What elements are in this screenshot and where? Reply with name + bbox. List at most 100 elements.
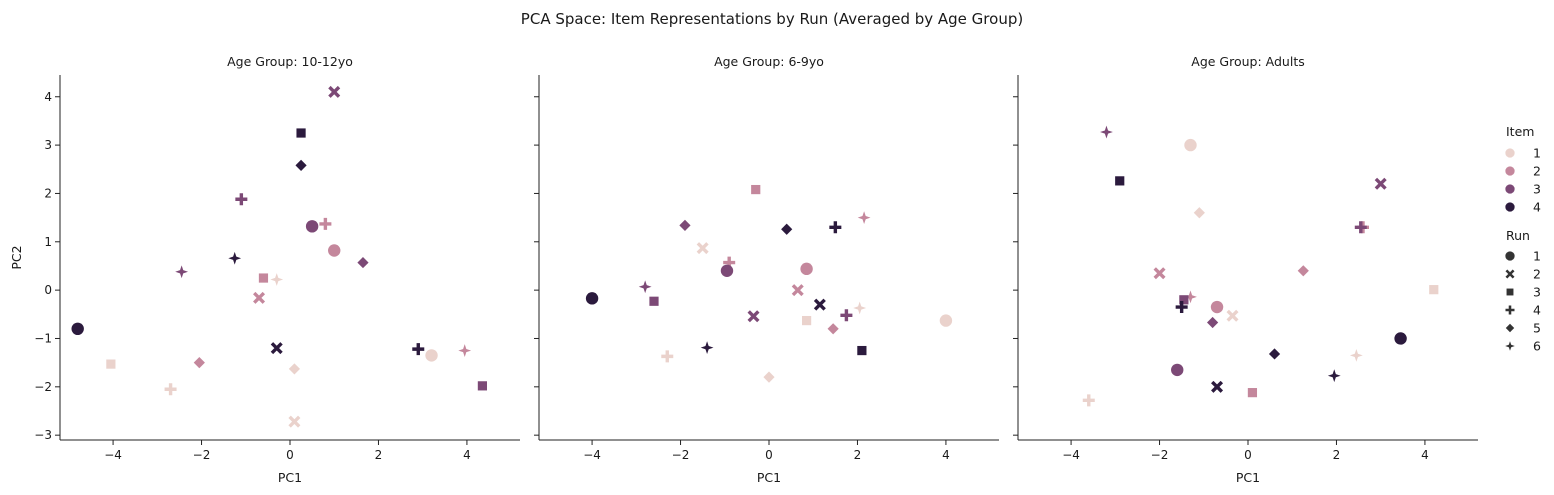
- legend-label: 3: [1533, 285, 1541, 300]
- panel-title: Age Group: 6-9yo: [714, 54, 824, 69]
- facet-panels: Age Group: 10-12yo −4 −2 0 2 4 −3 −2 −1 0 1 2 3 4 PC1 P…: [9, 54, 1478, 485]
- x-tick-label: 4: [463, 448, 471, 462]
- data-point: [747, 310, 760, 323]
- data-point: [1171, 363, 1184, 377]
- data-point: [1429, 285, 1439, 295]
- data-point: [1268, 348, 1281, 360]
- x-tick-label: −4: [583, 448, 601, 462]
- legend-marker: [1505, 202, 1515, 212]
- data-point: [1082, 394, 1095, 407]
- legend-marker: [1505, 166, 1515, 176]
- legend-label: 1: [1533, 146, 1541, 161]
- data-point: [1153, 267, 1166, 280]
- data-point: [827, 323, 839, 335]
- data-point: [1374, 177, 1387, 190]
- legend-marker: [1505, 148, 1515, 158]
- legend-label: 1: [1533, 249, 1541, 264]
- data-point: [801, 315, 812, 326]
- x-tick-label: 0: [1244, 448, 1252, 462]
- data-point: [1211, 380, 1224, 393]
- data-point: [1193, 207, 1205, 219]
- data-point: [857, 345, 867, 356]
- y-tick-label: 3: [44, 138, 52, 152]
- y-tick-label: 0: [44, 283, 52, 297]
- legend-label: 3: [1533, 182, 1541, 197]
- scatter-points: [1082, 125, 1439, 407]
- x-axis-label: PC1: [1236, 470, 1260, 485]
- data-point: [829, 221, 842, 234]
- legend-marker: [1505, 184, 1515, 194]
- data-point: [1179, 295, 1189, 305]
- x-tick-label: −2: [1151, 448, 1169, 462]
- legend-marker: [1505, 269, 1515, 279]
- data-point: [253, 291, 266, 304]
- data-point: [1184, 138, 1197, 152]
- y-tick-label: −1: [34, 331, 52, 345]
- data-point: [661, 350, 674, 363]
- panel-title: Age Group: Adults: [1191, 54, 1304, 69]
- data-point: [1394, 332, 1407, 345]
- data-point: [720, 264, 734, 277]
- scatter-points: [71, 85, 488, 428]
- legend-label: 4: [1533, 303, 1541, 318]
- data-point: [813, 298, 826, 311]
- data-point: [679, 219, 691, 231]
- data-point: [328, 244, 341, 257]
- data-point: [791, 284, 804, 297]
- data-point: [270, 273, 284, 286]
- legend-marker: [1506, 288, 1514, 296]
- data-point: [1327, 369, 1341, 383]
- data-point: [477, 381, 488, 391]
- y-tick-label: 1: [44, 235, 52, 249]
- legend-marker: [1505, 341, 1515, 351]
- data-point: [357, 256, 369, 269]
- data-point: [1115, 176, 1125, 186]
- data-point: [175, 265, 189, 279]
- legend-label: 4: [1533, 200, 1541, 215]
- x-tick-label: −4: [1062, 448, 1080, 462]
- data-point: [412, 343, 425, 356]
- data-point: [295, 159, 307, 172]
- data-point: [288, 363, 301, 375]
- legend-title-item: Item: [1506, 124, 1534, 139]
- x-tick-label: −2: [672, 448, 690, 462]
- data-point: [700, 341, 714, 355]
- legend-title-run: Run: [1506, 228, 1530, 243]
- data-point: [258, 273, 269, 283]
- data-point: [270, 342, 283, 355]
- legend-label: 2: [1533, 267, 1541, 282]
- data-point: [1175, 301, 1188, 314]
- y-tick-label: 4: [44, 90, 52, 104]
- legend-marker: [1505, 251, 1515, 261]
- x-tick-label: −2: [193, 448, 211, 462]
- data-point: [319, 217, 332, 230]
- legend-label: 2: [1533, 164, 1541, 179]
- legend-marker: [1505, 305, 1515, 315]
- data-point: [1354, 221, 1367, 234]
- data-point: [1297, 265, 1309, 277]
- data-point: [296, 128, 306, 138]
- facet-panel: Age Group: 10-12yo −4 −2 0 2 4 −3 −2 −1 0 1 2 3 4 PC1 P…: [9, 54, 520, 485]
- data-point: [840, 309, 853, 322]
- data-point: [696, 242, 709, 255]
- data-point: [649, 296, 659, 306]
- data-point: [763, 371, 775, 383]
- data-point: [800, 262, 813, 276]
- data-point: [164, 383, 177, 396]
- data-point: [751, 184, 761, 195]
- legend-marker: [1505, 323, 1515, 333]
- data-point: [458, 344, 472, 357]
- x-tick-label: 0: [286, 448, 294, 462]
- panel-title: Age Group: 10-12yo: [227, 54, 353, 69]
- data-point: [1226, 309, 1239, 322]
- x-tick-label: 2: [1333, 448, 1341, 462]
- x-tick-label: 0: [765, 448, 773, 462]
- legend-label: 6: [1533, 339, 1541, 354]
- data-point: [1184, 290, 1197, 304]
- y-axis-label: PC2: [9, 245, 24, 269]
- data-point: [71, 322, 84, 336]
- data-point: [106, 359, 116, 369]
- data-point: [1349, 348, 1363, 362]
- x-tick-label: 4: [942, 448, 950, 462]
- facet-panel: Age Group: Adults −4 −2 0 2 4 PC1: [1013, 54, 1478, 485]
